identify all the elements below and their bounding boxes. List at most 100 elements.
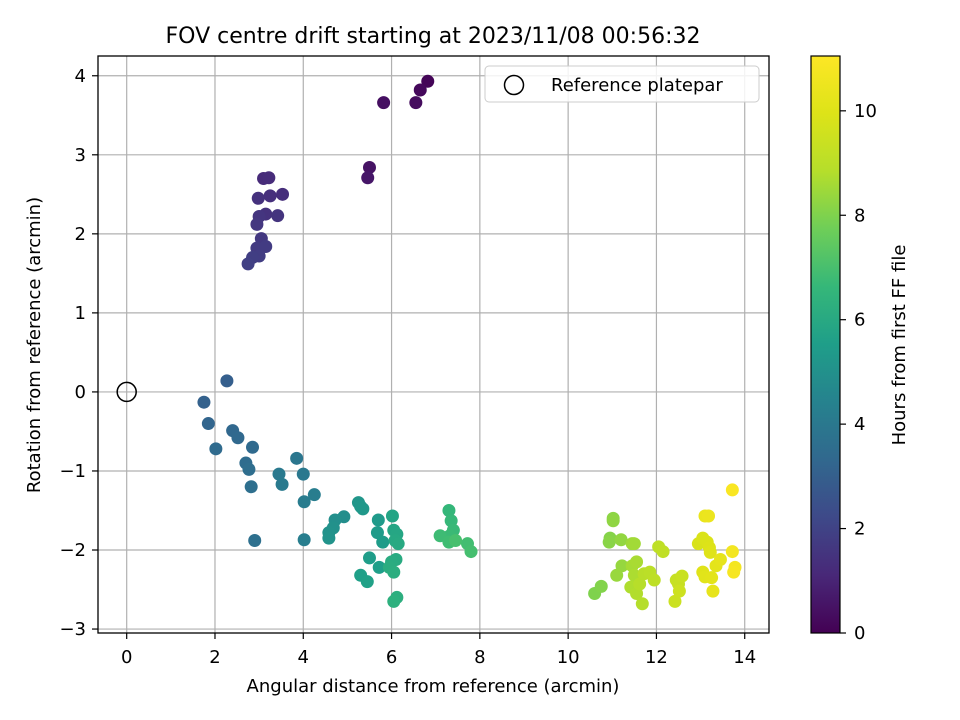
- data-point: [672, 584, 686, 598]
- data-point: [713, 552, 727, 566]
- data-point: [322, 531, 336, 545]
- y-tick-label: −3: [59, 619, 86, 640]
- x-tick-label: 2: [209, 647, 220, 668]
- x-tick-label: 4: [298, 647, 309, 668]
- data-point: [656, 545, 670, 559]
- data-point: [702, 509, 716, 523]
- legend-marker: [503, 74, 525, 96]
- data-point: [241, 257, 255, 271]
- grid-lines: [98, 56, 769, 633]
- data-point: [197, 395, 211, 409]
- data-point: [262, 171, 276, 185]
- data-point: [246, 440, 260, 454]
- data-point: [242, 462, 256, 476]
- data-point: [263, 189, 277, 203]
- data-point: [706, 584, 720, 598]
- data-points: [197, 74, 742, 611]
- x-tick-label: 0: [121, 647, 132, 668]
- x-tick-label: 10: [557, 647, 580, 668]
- data-point: [647, 573, 661, 587]
- reference-platepar-marker: [116, 381, 137, 403]
- data-point: [362, 551, 376, 565]
- colorbar-tick-label: 2: [854, 519, 865, 540]
- colorbar-tick-label: 4: [854, 414, 865, 435]
- data-point: [220, 374, 234, 388]
- data-point: [250, 217, 264, 231]
- x-axis-ticks: 0 2 4 6 8 10 12 14: [121, 633, 756, 668]
- data-point: [376, 535, 390, 549]
- data-point: [442, 503, 456, 517]
- data-point: [606, 514, 620, 528]
- data-point: [630, 555, 644, 569]
- chart-title: FOV centre drift starting at 2023/11/08 …: [166, 24, 701, 49]
- data-point: [705, 571, 719, 585]
- data-point: [391, 537, 405, 551]
- colorbar-tick-label: 10: [854, 101, 877, 122]
- colorbar: [810, 55, 841, 634]
- data-point: [297, 533, 311, 547]
- x-tick-label: 14: [733, 647, 756, 668]
- data-point: [627, 537, 641, 551]
- data-point: [727, 565, 741, 579]
- legend: Reference platepar: [484, 65, 760, 103]
- y-tick-label: −2: [59, 540, 86, 561]
- data-point: [231, 431, 245, 445]
- data-point: [371, 513, 385, 527]
- plot-frame: [97, 55, 770, 634]
- y-tick-label: 4: [75, 66, 86, 87]
- data-point: [276, 187, 290, 201]
- x-tick-label: 8: [474, 647, 485, 668]
- data-point: [297, 495, 311, 509]
- data-point: [703, 545, 717, 559]
- x-axis-label: Angular distance from reference (arcmin): [247, 676, 620, 697]
- y-tick-label: 3: [75, 145, 86, 166]
- colorbar-tick-label: 8: [854, 205, 865, 226]
- data-point: [413, 83, 427, 97]
- data-point: [610, 568, 624, 582]
- data-point: [370, 526, 384, 540]
- colorbar-tick-label: 0: [854, 623, 865, 644]
- colorbar-label: Hours from first FF file: [889, 245, 910, 446]
- data-point: [602, 535, 616, 549]
- data-point: [296, 467, 310, 481]
- data-point: [633, 577, 647, 591]
- data-point: [372, 560, 386, 574]
- data-point: [271, 209, 285, 223]
- data-point: [725, 545, 739, 559]
- y-tick-label: 1: [75, 303, 86, 324]
- x-tick-label: 12: [645, 647, 668, 668]
- data-point: [244, 480, 258, 494]
- x-tick-label: 6: [386, 647, 397, 668]
- data-point: [594, 579, 608, 593]
- y-axis-ticks: −3 −2 −1 0 1 2 3 4: [59, 66, 98, 640]
- data-point: [668, 594, 682, 608]
- data-point: [275, 477, 289, 491]
- legend-entry-reference: Reference platepar: [551, 75, 723, 96]
- data-point: [635, 597, 649, 611]
- y-tick-label: −1: [59, 461, 86, 482]
- colorbar-tick-label: 6: [854, 310, 865, 331]
- data-point: [362, 160, 376, 174]
- data-point: [272, 467, 286, 481]
- data-point: [615, 559, 629, 573]
- data-point: [377, 96, 391, 110]
- data-point: [361, 171, 375, 185]
- data-point: [201, 417, 215, 431]
- y-tick-label: 0: [75, 382, 86, 403]
- data-point: [356, 502, 370, 516]
- data-point: [209, 442, 223, 456]
- data-point: [259, 239, 273, 253]
- data-point: [387, 565, 401, 579]
- data-point: [385, 509, 399, 523]
- data-point: [251, 191, 265, 205]
- data-point: [387, 594, 401, 608]
- data-point: [464, 545, 478, 559]
- data-point: [307, 488, 321, 502]
- data-point: [725, 483, 739, 497]
- data-point: [675, 569, 689, 583]
- data-point: [409, 96, 423, 110]
- data-point: [248, 534, 262, 548]
- data-point: [421, 74, 435, 88]
- y-axis-label: Rotation from reference (arcmin): [24, 197, 45, 493]
